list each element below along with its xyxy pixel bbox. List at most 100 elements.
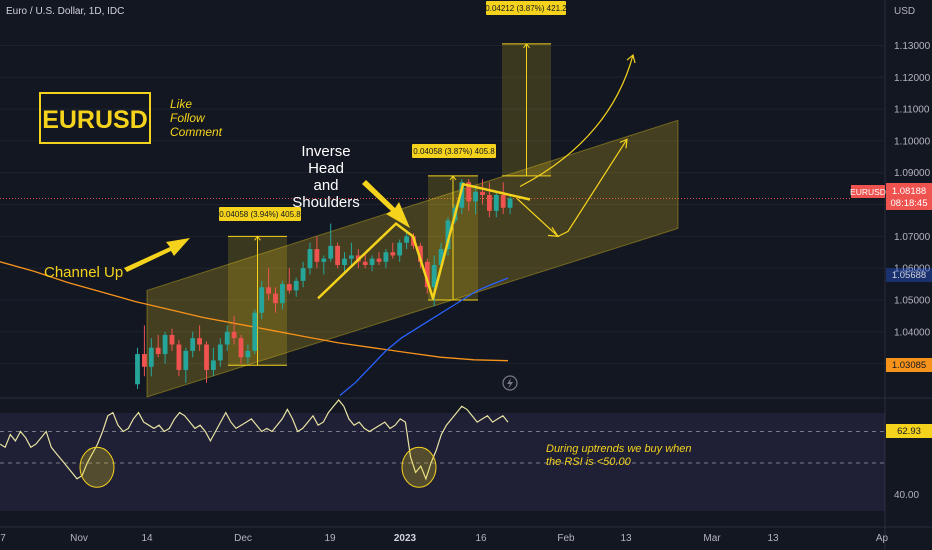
last-price-bg <box>886 183 932 210</box>
projection-arrowhead <box>619 138 628 149</box>
symbol-badge-bg <box>851 185 885 198</box>
candle-body <box>190 338 196 351</box>
time-tick-label: Nov <box>70 533 88 544</box>
candle-body <box>259 287 265 313</box>
candle-body <box>335 245 340 265</box>
measure-2-label-bg <box>412 144 496 158</box>
price-tick-label: 1.12000 <box>894 73 931 84</box>
symbol-badge: EURUSD <box>850 187 886 197</box>
channel-band <box>146 119 679 398</box>
candle-body <box>342 258 347 265</box>
pattern-line <box>317 182 531 300</box>
measure-1-label-bg <box>219 207 301 221</box>
logo-frame <box>39 92 151 144</box>
ma-short-badge-bg <box>886 268 932 282</box>
rsi-tick-label: 40.00 <box>894 490 919 501</box>
candle-body <box>204 344 209 370</box>
measure-arrowhead <box>449 175 457 181</box>
candle-body <box>286 284 292 291</box>
rsi-note-line-2: the RSI is <50.00 <box>546 456 632 468</box>
price-tick-label: 1.07000 <box>894 232 931 243</box>
candle-body <box>135 354 140 385</box>
candle-body <box>349 255 354 259</box>
price-tick-label: 1.04000 <box>894 327 931 338</box>
candle-body <box>445 220 451 250</box>
candle-body <box>418 245 423 262</box>
candle-body <box>300 268 306 281</box>
candle-body <box>238 338 244 358</box>
time-axis[interactable]: 7 Nov 14 Dec 19 2023 16 Feb 13 Mar 13 Ap <box>0 533 888 544</box>
candle-body <box>266 287 271 294</box>
bar-countdown: 08:18:45 <box>891 198 928 209</box>
time-tick-label: 2023 <box>394 533 417 544</box>
candle-body <box>245 350 251 358</box>
time-tick-label: 13 <box>767 533 779 544</box>
candle-body <box>438 249 444 265</box>
pattern-label-line-3: and <box>313 177 338 194</box>
rsi-oversold-marker <box>401 446 437 488</box>
candle-body <box>473 191 478 202</box>
price-tick-label: 1.13000 <box>894 41 931 52</box>
candle-body <box>459 182 465 208</box>
time-tick-label: Dec <box>234 533 252 544</box>
grid <box>0 44 885 365</box>
candle-body <box>328 245 334 259</box>
candle-body <box>293 280 299 291</box>
candle-body <box>321 258 327 262</box>
candle-body <box>390 252 396 256</box>
last-price-badge: EURUSD 1.08188 08:18:45 <box>850 183 932 210</box>
candle-body <box>466 182 472 202</box>
dividends-marker[interactable] <box>502 375 518 391</box>
candle-body <box>383 252 389 262</box>
candle-body <box>404 236 409 243</box>
candle-body <box>162 334 168 355</box>
time-tick-label: 16 <box>475 533 487 544</box>
pattern-label-line-2: Head <box>308 160 344 177</box>
candle-body <box>155 347 161 355</box>
time-tick-label: Ap <box>876 533 889 544</box>
candle-body <box>217 344 223 361</box>
candle-body <box>493 195 499 211</box>
candle-body <box>307 249 313 269</box>
pattern-arrow <box>362 180 410 228</box>
candle-body <box>397 242 403 256</box>
rsi-value: 62.93 <box>897 426 921 437</box>
projection-arrowhead <box>626 53 636 64</box>
candle-body <box>487 195 492 211</box>
price-tick-label: 1.05000 <box>894 295 931 306</box>
rsi-oversold-marker <box>79 446 115 488</box>
time-tick-label: Mar <box>703 533 721 544</box>
candle-body <box>376 258 382 262</box>
candle-body <box>176 344 182 370</box>
pattern-label-line-1: Inverse <box>301 143 350 160</box>
candlestick-series <box>135 179 513 390</box>
price-tick-label: 1.09000 <box>894 168 931 179</box>
price-tick-label: 1.10000 <box>894 136 931 147</box>
ma-short-value: 1.05688 <box>892 270 926 281</box>
candle-body <box>169 334 175 345</box>
time-tick-label: 7 <box>0 533 6 544</box>
cta-comment: Comment <box>170 125 223 139</box>
candle-body <box>273 293 278 304</box>
time-tick-label: 13 <box>620 533 632 544</box>
pattern-drawings <box>317 53 636 300</box>
projection-arrowhead <box>547 227 560 238</box>
price-axis-currency: USD <box>894 6 915 17</box>
candle-body <box>148 347 154 367</box>
candle-body <box>314 249 320 262</box>
candle-body <box>183 350 189 370</box>
candle-body <box>500 195 506 208</box>
measure-3-label-bg <box>486 1 566 15</box>
candle-body <box>431 264 437 288</box>
ma-long-value: 1.03085 <box>892 360 926 371</box>
candle-body <box>480 191 485 196</box>
rsi-indicator <box>0 399 885 511</box>
rsi-band-fill <box>0 413 885 511</box>
candle-body <box>252 312 258 351</box>
candle-body <box>362 261 368 265</box>
cta-like: Like <box>170 97 192 111</box>
rsi-badge-bg <box>886 424 932 438</box>
candle-body <box>369 258 375 265</box>
